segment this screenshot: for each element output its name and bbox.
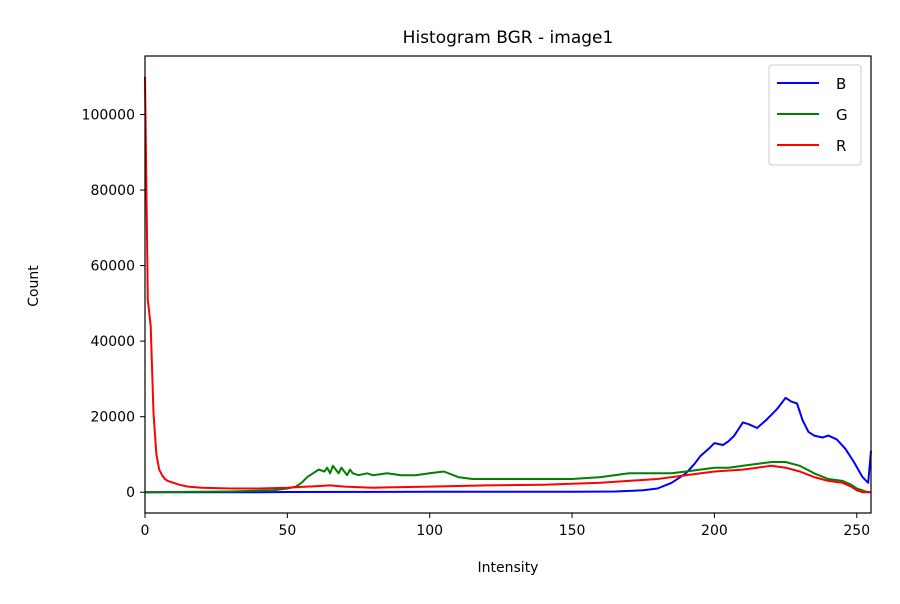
y-tick-label: 20000 <box>90 410 135 426</box>
plot-frame <box>144 55 872 514</box>
x-tick-label: 150 <box>559 523 586 539</box>
legend-label-b: B <box>836 75 846 93</box>
y-tick-label: 80000 <box>90 183 135 199</box>
series-line-r <box>144 76 871 494</box>
legend-label-g: G <box>836 106 848 124</box>
chart-title: Histogram BGR - image1 <box>403 28 614 48</box>
series-lines <box>144 76 872 494</box>
y-tick-label: 40000 <box>90 334 135 350</box>
axis-ticks: 0 50 100 150 200 250 0 20000 40000 60000 80000 1000… <box>82 108 871 539</box>
y-tick-label: 0 <box>126 485 135 501</box>
y-tick-label: 100000 <box>82 108 135 124</box>
y-axis-label: Count <box>26 265 42 307</box>
series-line-b <box>145 396 872 494</box>
x-tick-label: 200 <box>701 523 728 539</box>
x-tick-label: 0 <box>141 523 150 539</box>
legend-label-r: R <box>836 137 846 155</box>
legend: BGR <box>768 64 862 166</box>
x-tick-label: 100 <box>416 523 443 539</box>
x-tick-label: 50 <box>278 523 296 539</box>
x-axis-label: Intensity <box>478 560 539 576</box>
y-tick-label: 60000 <box>90 259 135 275</box>
series-line-g <box>144 461 872 494</box>
x-tick-label: 250 <box>843 523 870 539</box>
